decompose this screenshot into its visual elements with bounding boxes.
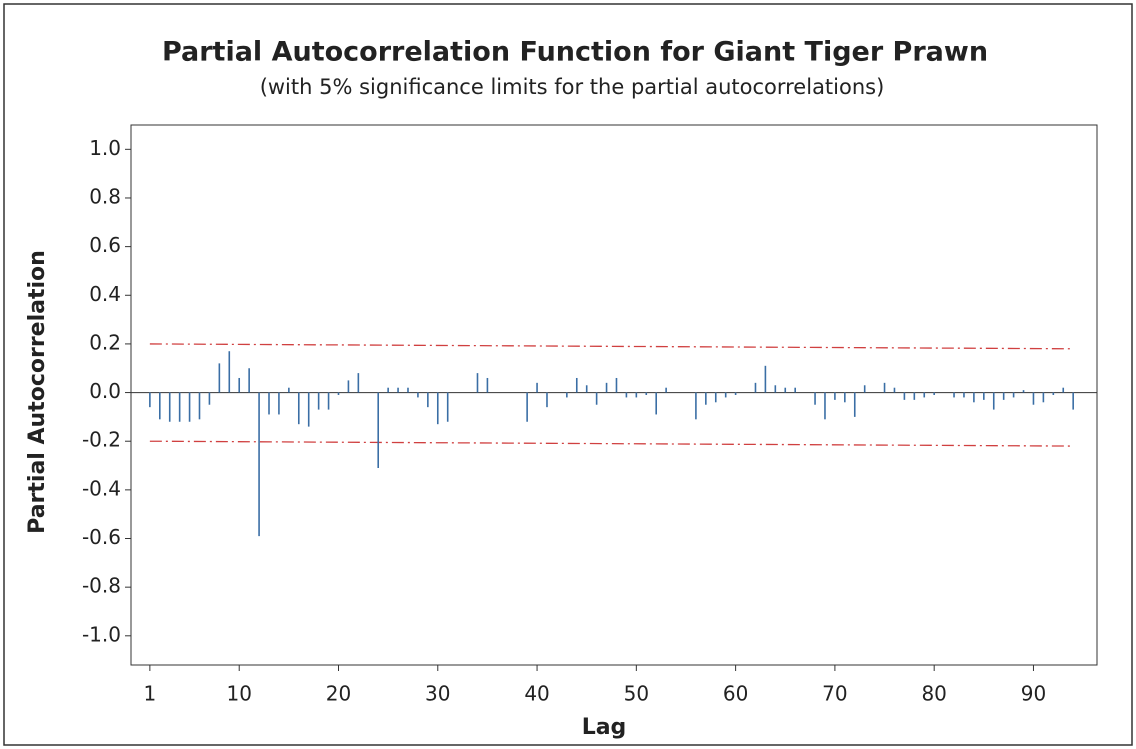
y-tick-label: -0.6 <box>82 525 121 549</box>
frame <box>3 3 1133 746</box>
y-tick-label: 0.6 <box>89 233 121 257</box>
x-tick-label: 50 <box>624 682 649 706</box>
x-tick-label: 40 <box>524 682 549 706</box>
y-tick-label: 1.0 <box>89 136 121 160</box>
y-tick-label: 0.2 <box>89 330 121 354</box>
y-tick-label: -1.0 <box>82 622 121 646</box>
y-tick-label: 0.8 <box>89 184 121 208</box>
x-tick-label: 1 <box>143 682 156 706</box>
x-tick-label: 90 <box>1021 682 1046 706</box>
x-axis-label: Lag <box>582 715 627 740</box>
chart-title: Partial Autocorrelation Function for Gia… <box>162 37 988 68</box>
plot-area <box>130 124 1098 666</box>
x-tick-label: 20 <box>326 682 351 706</box>
y-tick-label: -0.4 <box>82 476 121 500</box>
y-tick-label: -0.8 <box>82 574 121 598</box>
x-tick-label: 80 <box>921 682 946 706</box>
y-axis-label: Partial Autocorrelation <box>25 250 50 534</box>
x-tick-label: 60 <box>723 682 748 706</box>
y-tick-label: 0.4 <box>89 282 121 306</box>
y-tick-label: -0.2 <box>82 428 121 452</box>
x-tick-label: 70 <box>822 682 847 706</box>
x-tick-label: 30 <box>425 682 450 706</box>
y-tick-label: 0.0 <box>89 379 121 403</box>
chart-subtitle: (with 5% significance limits for the par… <box>260 75 885 99</box>
x-tick-label: 10 <box>226 682 251 706</box>
